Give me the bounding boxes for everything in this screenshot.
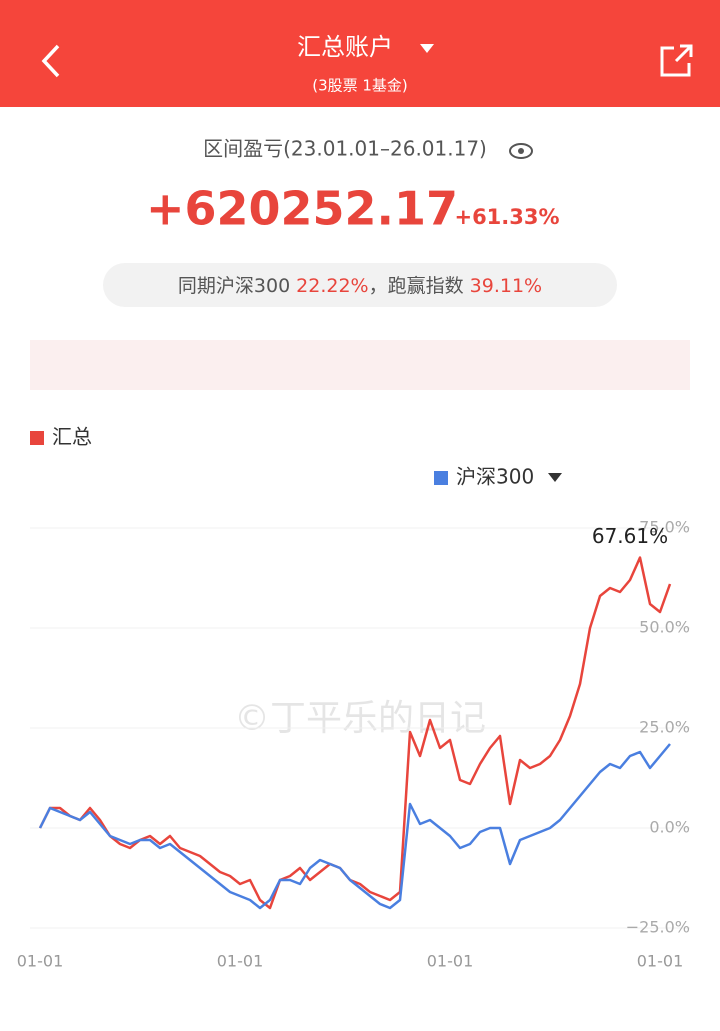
peak-annotation: 67.61% xyxy=(592,524,668,548)
period-label: 区间盈亏(23.01.01–26.01.17) xyxy=(203,137,487,161)
dropdown-icon[interactable] xyxy=(420,44,434,53)
benchmark-pill xyxy=(103,263,617,307)
header-bar xyxy=(0,0,720,107)
back-button[interactable] xyxy=(41,44,60,78)
header-subtitle: (3股票 1基金) xyxy=(312,77,408,95)
legend-swatch xyxy=(30,431,44,445)
y-tick-label: −25.0% xyxy=(626,918,690,937)
profit-pct: +61.33% xyxy=(454,205,559,229)
separator: ， xyxy=(369,275,388,297)
benchmark-pct: 22.22% xyxy=(296,275,368,297)
legend-swatch xyxy=(434,471,448,485)
profit: +620252.17 xyxy=(146,182,458,236)
y-tick-label: 25.0% xyxy=(639,718,690,737)
legend-label: 汇总 xyxy=(52,425,92,449)
x-tick-label: 01-01 xyxy=(217,952,264,971)
y-tick-label: 75.0% xyxy=(639,518,690,537)
y-tick-label: 50.0% xyxy=(639,618,690,637)
watermark: ©丁平乐的日记 xyxy=(234,698,486,739)
beat-label: 跑赢指数 xyxy=(388,275,464,297)
x-tick-label: 01-01 xyxy=(427,952,474,971)
share-button[interactable] xyxy=(660,44,693,77)
x-tick-label: 01-01 xyxy=(637,952,684,971)
y-tick-label: 0.0% xyxy=(649,818,690,837)
x-tick-label: 01-01 xyxy=(17,952,64,971)
benchmark-label: 同期沪深300 xyxy=(178,275,290,297)
legend-dropdown[interactable] xyxy=(548,473,562,482)
header-title: 汇总账户 xyxy=(297,33,393,61)
benchmark-line: 同期沪深300 22.22%，跑赢指数 39.11% xyxy=(178,275,542,297)
series-line xyxy=(38,556,672,910)
blurred-area xyxy=(30,340,690,390)
series-line xyxy=(38,743,671,910)
beat-pct: 39.11% xyxy=(470,275,542,297)
legend-label: 沪深300 xyxy=(456,465,534,489)
eye-icon[interactable] xyxy=(509,143,533,159)
